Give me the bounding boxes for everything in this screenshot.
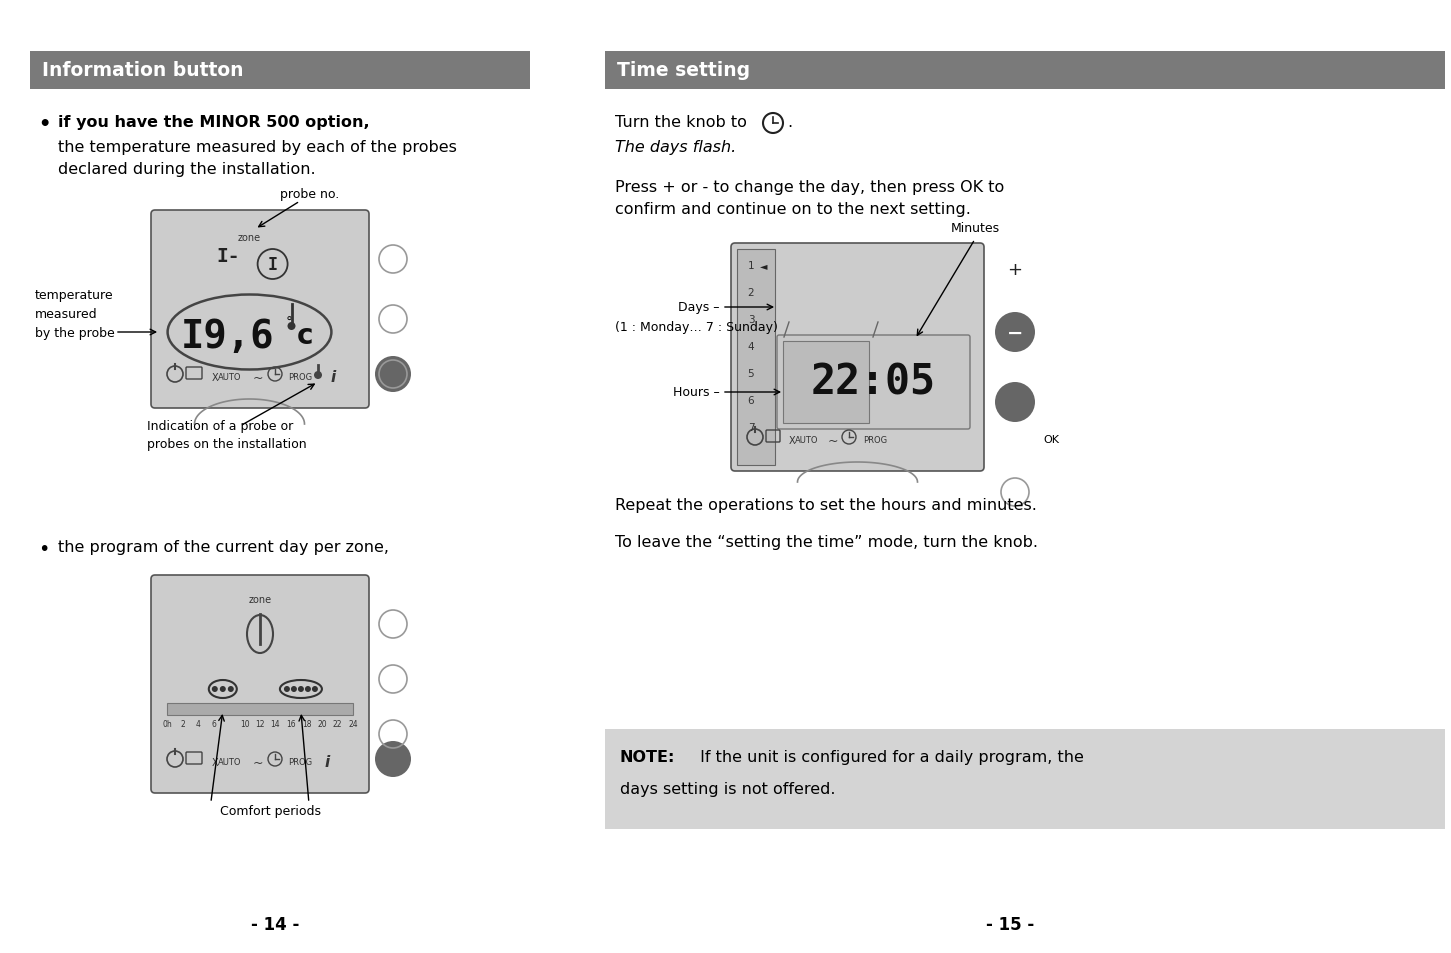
Text: 1: 1: [747, 261, 755, 271]
Text: Indication of a probe or: Indication of a probe or: [147, 419, 293, 433]
FancyBboxPatch shape: [167, 703, 353, 716]
Text: 7: 7: [747, 422, 755, 433]
Text: c: c: [296, 322, 313, 350]
Text: 18: 18: [302, 720, 312, 728]
Circle shape: [995, 313, 1035, 353]
Text: 5: 5: [747, 369, 755, 378]
Circle shape: [219, 686, 226, 692]
Text: ~: ~: [252, 371, 263, 384]
Text: °: °: [286, 315, 293, 330]
Text: 14: 14: [271, 720, 280, 728]
Text: Hours –: Hours –: [673, 386, 720, 399]
Text: i: i: [331, 370, 335, 385]
Text: 22: 22: [332, 720, 342, 728]
Text: 4: 4: [196, 720, 200, 728]
Text: Time setting: Time setting: [617, 61, 750, 80]
Text: Repeat the operations to set the hours and minutes.: Repeat the operations to set the hours a…: [615, 497, 1037, 513]
Text: The days flash.: The days flash.: [615, 140, 736, 154]
Text: AUTO: AUTO: [795, 436, 818, 445]
Text: •: •: [38, 115, 51, 133]
Text: PROG: PROG: [287, 374, 312, 382]
Text: X: X: [212, 758, 218, 767]
Text: X: X: [789, 436, 795, 446]
Circle shape: [305, 686, 311, 692]
Text: 0h: 0h: [163, 720, 171, 728]
Text: 10: 10: [239, 720, 250, 728]
Circle shape: [212, 686, 218, 692]
Text: 22:05: 22:05: [811, 361, 936, 403]
Text: I9,6: I9,6: [181, 317, 274, 355]
Text: the temperature measured by each of the probes: the temperature measured by each of the …: [58, 140, 457, 154]
Text: Information button: Information button: [42, 61, 244, 80]
Text: 3: 3: [747, 314, 755, 325]
Text: .: .: [786, 115, 792, 130]
Circle shape: [312, 686, 318, 692]
Text: 6: 6: [747, 395, 755, 406]
FancyBboxPatch shape: [605, 52, 1445, 90]
Text: Comfort periods: Comfort periods: [219, 804, 321, 817]
Text: To leave the “setting the time” mode, turn the knob.: To leave the “setting the time” mode, tu…: [615, 535, 1037, 550]
Text: (1 : Monday… 7 : Sunday): (1 : Monday… 7 : Sunday): [615, 321, 778, 335]
FancyBboxPatch shape: [30, 52, 530, 90]
Text: AUTO: AUTO: [218, 758, 242, 767]
Text: AUTO: AUTO: [218, 374, 242, 382]
Text: I: I: [267, 255, 277, 274]
Text: Press + or - to change the day, then press OK to: Press + or - to change the day, then pre…: [615, 180, 1004, 194]
Text: I-: I-: [216, 247, 241, 266]
Text: PROG: PROG: [287, 758, 312, 767]
Text: Minutes: Minutes: [950, 222, 1000, 234]
Text: - 15 -: - 15 -: [985, 915, 1035, 933]
FancyBboxPatch shape: [151, 211, 369, 409]
Text: zone: zone: [238, 233, 261, 243]
FancyBboxPatch shape: [151, 576, 369, 793]
FancyBboxPatch shape: [776, 335, 971, 430]
Text: 4: 4: [747, 341, 755, 352]
Text: - 14 -: - 14 -: [251, 915, 299, 933]
Circle shape: [297, 686, 303, 692]
FancyBboxPatch shape: [737, 250, 775, 465]
Text: X: X: [212, 373, 218, 382]
Text: the program of the current day per zone,: the program of the current day per zone,: [58, 539, 389, 555]
Text: −: −: [1007, 323, 1023, 342]
Text: 6: 6: [210, 720, 216, 728]
Circle shape: [284, 686, 290, 692]
Circle shape: [228, 686, 234, 692]
Circle shape: [374, 356, 411, 393]
Text: days setting is not offered.: days setting is not offered.: [620, 781, 836, 796]
Text: 12: 12: [255, 720, 264, 728]
Text: 24: 24: [348, 720, 358, 728]
Circle shape: [287, 323, 296, 331]
Circle shape: [290, 686, 297, 692]
Text: Turn the knob to: Turn the knob to: [615, 115, 747, 130]
Text: ~: ~: [252, 756, 263, 769]
Text: 16: 16: [286, 720, 296, 728]
Text: zone: zone: [248, 595, 271, 604]
Circle shape: [995, 382, 1035, 422]
Text: ◄: ◄: [759, 261, 768, 271]
Text: PROG: PROG: [863, 436, 887, 445]
Text: temperature
measured
by the probe: temperature measured by the probe: [35, 289, 115, 340]
Circle shape: [258, 250, 287, 280]
Text: If the unit is configured for a daily program, the: If the unit is configured for a daily pr…: [695, 749, 1084, 764]
Text: 20: 20: [318, 720, 326, 728]
Text: Days –: Days –: [679, 301, 720, 314]
Text: ~: ~: [827, 434, 839, 447]
Text: probes on the installation: probes on the installation: [147, 437, 306, 451]
Circle shape: [313, 372, 322, 379]
Text: declared during the installation.: declared during the installation.: [58, 162, 316, 177]
Circle shape: [374, 741, 411, 778]
Text: probe no.: probe no.: [280, 188, 340, 201]
Text: confirm and continue on to the next setting.: confirm and continue on to the next sett…: [615, 202, 971, 216]
Text: 2: 2: [180, 720, 184, 728]
Text: •: •: [38, 539, 49, 558]
FancyBboxPatch shape: [731, 244, 984, 472]
Text: NOTE:: NOTE:: [620, 749, 675, 764]
Text: 2: 2: [747, 288, 755, 297]
Text: if you have the MINOR 500 option,: if you have the MINOR 500 option,: [58, 115, 370, 130]
Text: OK: OK: [1043, 435, 1059, 444]
FancyBboxPatch shape: [605, 729, 1445, 829]
Text: i: i: [325, 755, 329, 770]
FancyBboxPatch shape: [784, 341, 869, 423]
Text: +: +: [1007, 261, 1023, 278]
